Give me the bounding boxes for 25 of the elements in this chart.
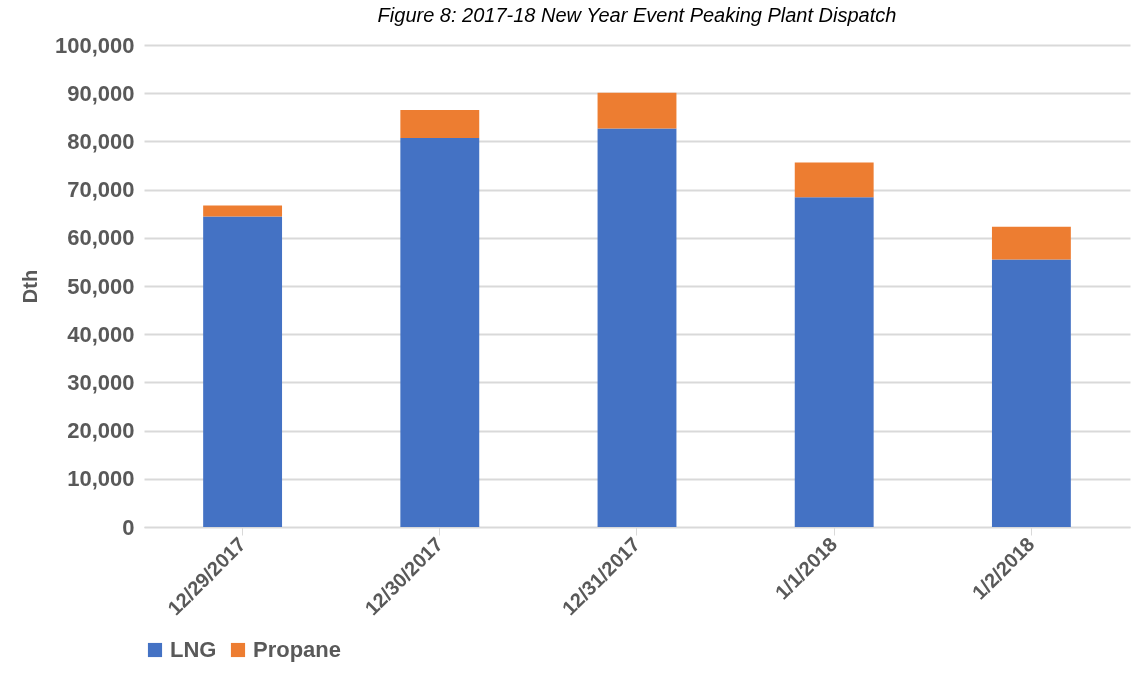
bar <box>597 128 677 527</box>
y-tick-label: 70,000 <box>67 177 135 203</box>
y-tick-label: 60,000 <box>67 225 135 251</box>
bar <box>991 259 1071 527</box>
y-tick-label: 40,000 <box>67 321 135 347</box>
legend-label: LNG <box>170 637 217 662</box>
bar <box>203 216 283 527</box>
bar <box>203 205 283 217</box>
bar <box>400 138 480 527</box>
legend-label: Propane <box>253 637 342 662</box>
bar <box>400 110 480 139</box>
bar <box>597 92 677 129</box>
bar <box>991 226 1071 260</box>
y-tick-label: 90,000 <box>67 80 135 106</box>
bar <box>794 162 874 198</box>
bar <box>794 197 874 527</box>
y-axis-title: Dth <box>18 269 41 304</box>
y-tick-label: 50,000 <box>67 273 135 299</box>
y-tick-label: 10,000 <box>67 466 135 492</box>
y-tick-label: 80,000 <box>67 128 135 154</box>
y-tick-label: 0 <box>122 514 135 540</box>
y-tick-label: 30,000 <box>67 369 135 395</box>
chart-title: Figure 8: 2017-18 New Year Event Peaking Plant Dispatch <box>377 4 897 26</box>
y-tick-label: 20,000 <box>67 418 135 444</box>
y-tick-label: 100,000 <box>54 32 135 58</box>
